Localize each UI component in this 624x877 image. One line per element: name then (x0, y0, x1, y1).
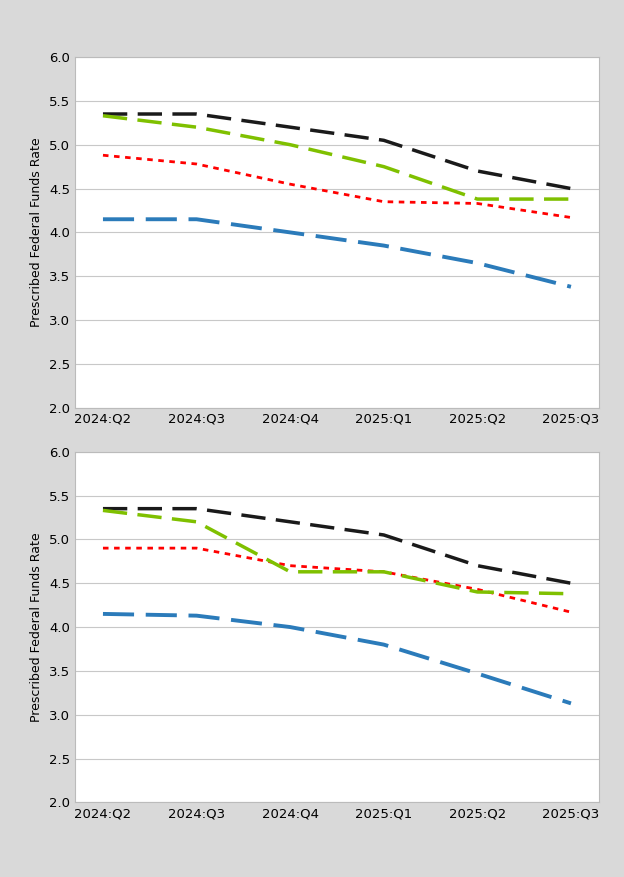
Legend: FFR, Non-inertial, Inertial, CME: FFR, Non-inertial, Inertial, CME (155, 873, 519, 877)
Y-axis label: Prescribed Federal Funds Rate: Prescribed Federal Funds Rate (31, 532, 43, 722)
Y-axis label: Prescribed Federal Funds Rate: Prescribed Federal Funds Rate (31, 138, 43, 327)
Legend: FFR, Non-inertial, Inertial, CME: FFR, Non-inertial, Inertial, CME (155, 478, 519, 501)
